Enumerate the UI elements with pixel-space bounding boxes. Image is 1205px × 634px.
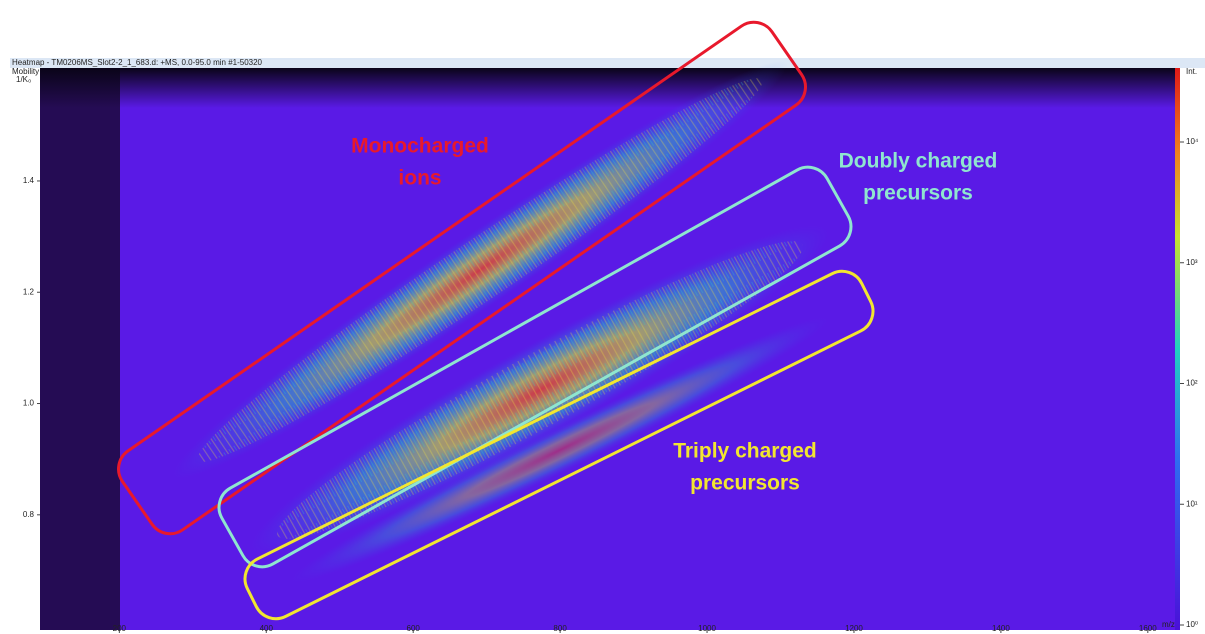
y-axis-label: 1/K₀ [16,75,31,84]
x-tick-label: 200 [113,624,127,633]
x-tick-label: 1400 [992,624,1010,633]
x-tick-label: 400 [260,624,274,633]
annotation-box [243,269,875,621]
colorbar-label: Int. [1186,67,1197,76]
colorbar-tick-label: 10¹ [1186,499,1198,508]
annotation-text: precursors [690,472,800,495]
title-bar [10,58,1205,68]
x-tick-label: 1000 [698,624,716,633]
annotation-text: Triply charged [673,440,817,463]
x-tick-label: 800 [553,624,567,633]
ion-cloud [250,225,830,555]
y-axis-label: Mobility [12,67,39,76]
ion-cloud [172,60,788,480]
annotation-text: ions [398,167,441,190]
annotation-box [117,20,807,536]
x-tick-label: 1600 [1139,624,1157,633]
x-tick-label: 1200 [845,624,863,633]
colorbar-tick-label: 10⁰ [1186,620,1198,629]
y-tick-label: 0.8 [23,510,35,519]
top-band [40,68,1175,108]
colorbar-tick-label: 10⁴ [1186,137,1199,146]
colorbar-tick-label: 10² [1186,379,1198,388]
y-tick-label: 1.0 [23,399,35,408]
annotation-text: Monocharged [351,135,489,158]
colorbar [1175,68,1180,630]
x-axis-label: m/z [1162,620,1175,629]
colorbar-tick-label: 10³ [1186,258,1198,267]
window-title: Heatmap - TM0206MS_Slot2-2_1_683.d: +MS,… [12,58,263,67]
y-tick-label: 1.2 [23,287,35,296]
annotation-box [217,165,853,569]
ion-cloud [290,317,830,583]
annotation-text: precursors [863,182,973,205]
annotation-text: Doubly charged [839,150,998,173]
y-tick-label: 1.4 [23,176,35,185]
plot-area [40,60,1180,630]
x-tick-label: 600 [407,624,421,633]
annotation-boxes [117,20,875,621]
low-mass-region [40,68,120,630]
